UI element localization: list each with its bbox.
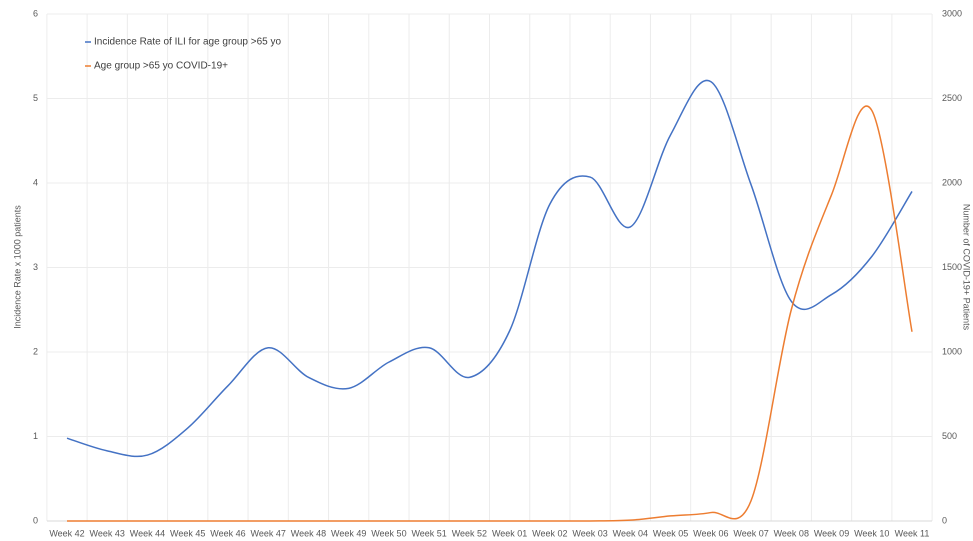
x-tick-label: Week 02 [532, 528, 567, 538]
x-tick-label: Week 43 [90, 528, 125, 538]
x-tick-label: Week 47 [251, 528, 286, 538]
y-tick-label: 4 [33, 177, 38, 187]
y-tick-label: 3 [33, 262, 38, 272]
x-tick-label: Week 09 [814, 528, 849, 538]
x-tick-label: Week 44 [130, 528, 165, 538]
x-tick-label: Week 51 [411, 528, 446, 538]
x-tick-label: Week 04 [613, 528, 648, 538]
y-tick-label: 1 [33, 431, 38, 441]
y2-tick-label: 1000 [942, 346, 962, 356]
x-tick-label: Week 48 [291, 528, 326, 538]
y-tick-label: 0 [33, 515, 38, 525]
legend-label: Age group >65 yo COVID-19+ [94, 61, 228, 72]
x-tick-label: Week 42 [49, 528, 84, 538]
y2-axis-title: Number of COVID-19+ Patients [962, 204, 972, 331]
x-tick-label: Week 08 [774, 528, 809, 538]
series-line [66, 79, 913, 458]
y-axis-title: Incidence Rate x 1000 patients [12, 205, 22, 329]
x-tick-label: Week 52 [452, 528, 487, 538]
y2-tick-label: 500 [942, 431, 957, 441]
series-line [66, 105, 913, 522]
y2-tick-label: 1500 [942, 262, 962, 272]
y-tick-label: 5 [33, 93, 38, 103]
legend-label: Incidence Rate of ILI for age group >65 … [94, 37, 282, 48]
y2-tick-label: 0 [942, 515, 947, 525]
y2-tick-label: 2000 [942, 177, 962, 187]
x-tick-label: Week 11 [895, 528, 930, 538]
x-tick-label: Week 05 [653, 528, 688, 538]
x-tick-label: Week 06 [693, 528, 728, 538]
x-tick-label: Week 07 [733, 528, 768, 538]
x-tick-label: Week 46 [210, 528, 245, 538]
y-tick-label: 6 [33, 8, 38, 18]
y2-tick-label: 2500 [942, 93, 962, 103]
x-tick-label: Week 10 [854, 528, 889, 538]
x-tick-label: Week 45 [170, 528, 205, 538]
x-tick-label: Week 01 [492, 528, 527, 538]
y2-tick-label: 3000 [942, 8, 962, 18]
x-tick-label: Week 03 [572, 528, 607, 538]
x-tick-label: Week 49 [331, 528, 366, 538]
x-tick-label: Week 50 [371, 528, 406, 538]
y-tick-label: 2 [33, 346, 38, 356]
